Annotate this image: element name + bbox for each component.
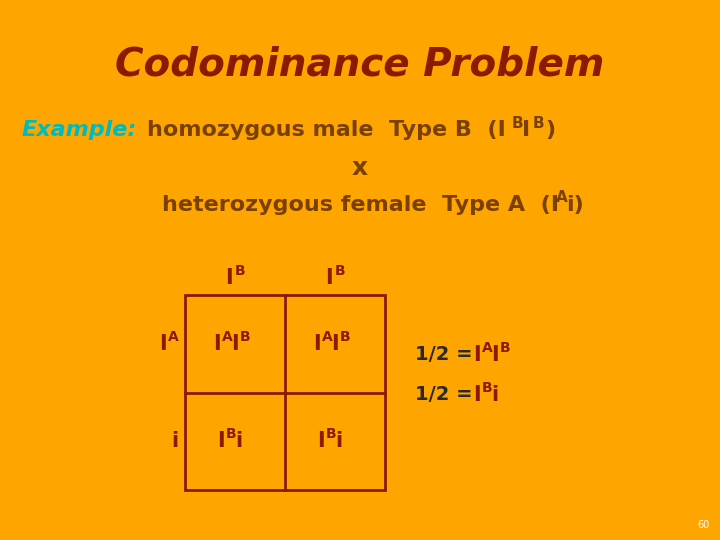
Text: heterozygous female  Type A  (I: heterozygous female Type A (I (161, 195, 559, 215)
Text: A: A (168, 330, 179, 344)
Text: x: x (352, 156, 368, 180)
Text: B: B (240, 330, 251, 344)
Text: A: A (482, 341, 492, 355)
Text: i: i (335, 431, 342, 451)
Text: Example:: Example: (22, 120, 138, 140)
Text: I: I (522, 120, 530, 140)
Text: 1/2 =: 1/2 = (415, 386, 480, 404)
Text: B: B (512, 116, 523, 131)
Text: I: I (491, 345, 499, 365)
Text: i): i) (566, 195, 584, 215)
Text: I: I (213, 334, 220, 354)
Text: B: B (326, 427, 337, 441)
Text: I: I (313, 334, 320, 354)
Text: A: A (222, 330, 233, 344)
Bar (185, 295, 385, 490)
Text: I: I (317, 431, 325, 451)
Text: i: i (235, 431, 242, 451)
Text: I: I (217, 431, 225, 451)
Text: i: i (171, 431, 179, 451)
Text: I: I (331, 334, 338, 354)
Text: B: B (226, 427, 237, 441)
Text: ): ) (545, 120, 555, 140)
Text: B: B (533, 116, 544, 131)
Text: I: I (473, 385, 481, 405)
Text: B: B (482, 381, 492, 395)
Text: B: B (335, 264, 346, 278)
Text: i: i (491, 385, 498, 405)
Text: 60: 60 (698, 520, 710, 530)
Text: homozygous male  Type B  (I: homozygous male Type B (I (147, 120, 505, 140)
Text: A: A (556, 191, 568, 206)
Text: I: I (325, 268, 333, 288)
Text: B: B (235, 264, 246, 278)
Text: B: B (340, 330, 351, 344)
Text: I: I (231, 334, 238, 354)
Text: Codominance Problem: Codominance Problem (115, 46, 605, 84)
Text: A: A (322, 330, 333, 344)
Text: B: B (500, 341, 510, 355)
Text: I: I (159, 334, 167, 354)
Text: I: I (473, 345, 481, 365)
Text: 1/2 =: 1/2 = (415, 346, 480, 365)
Text: I: I (225, 268, 233, 288)
